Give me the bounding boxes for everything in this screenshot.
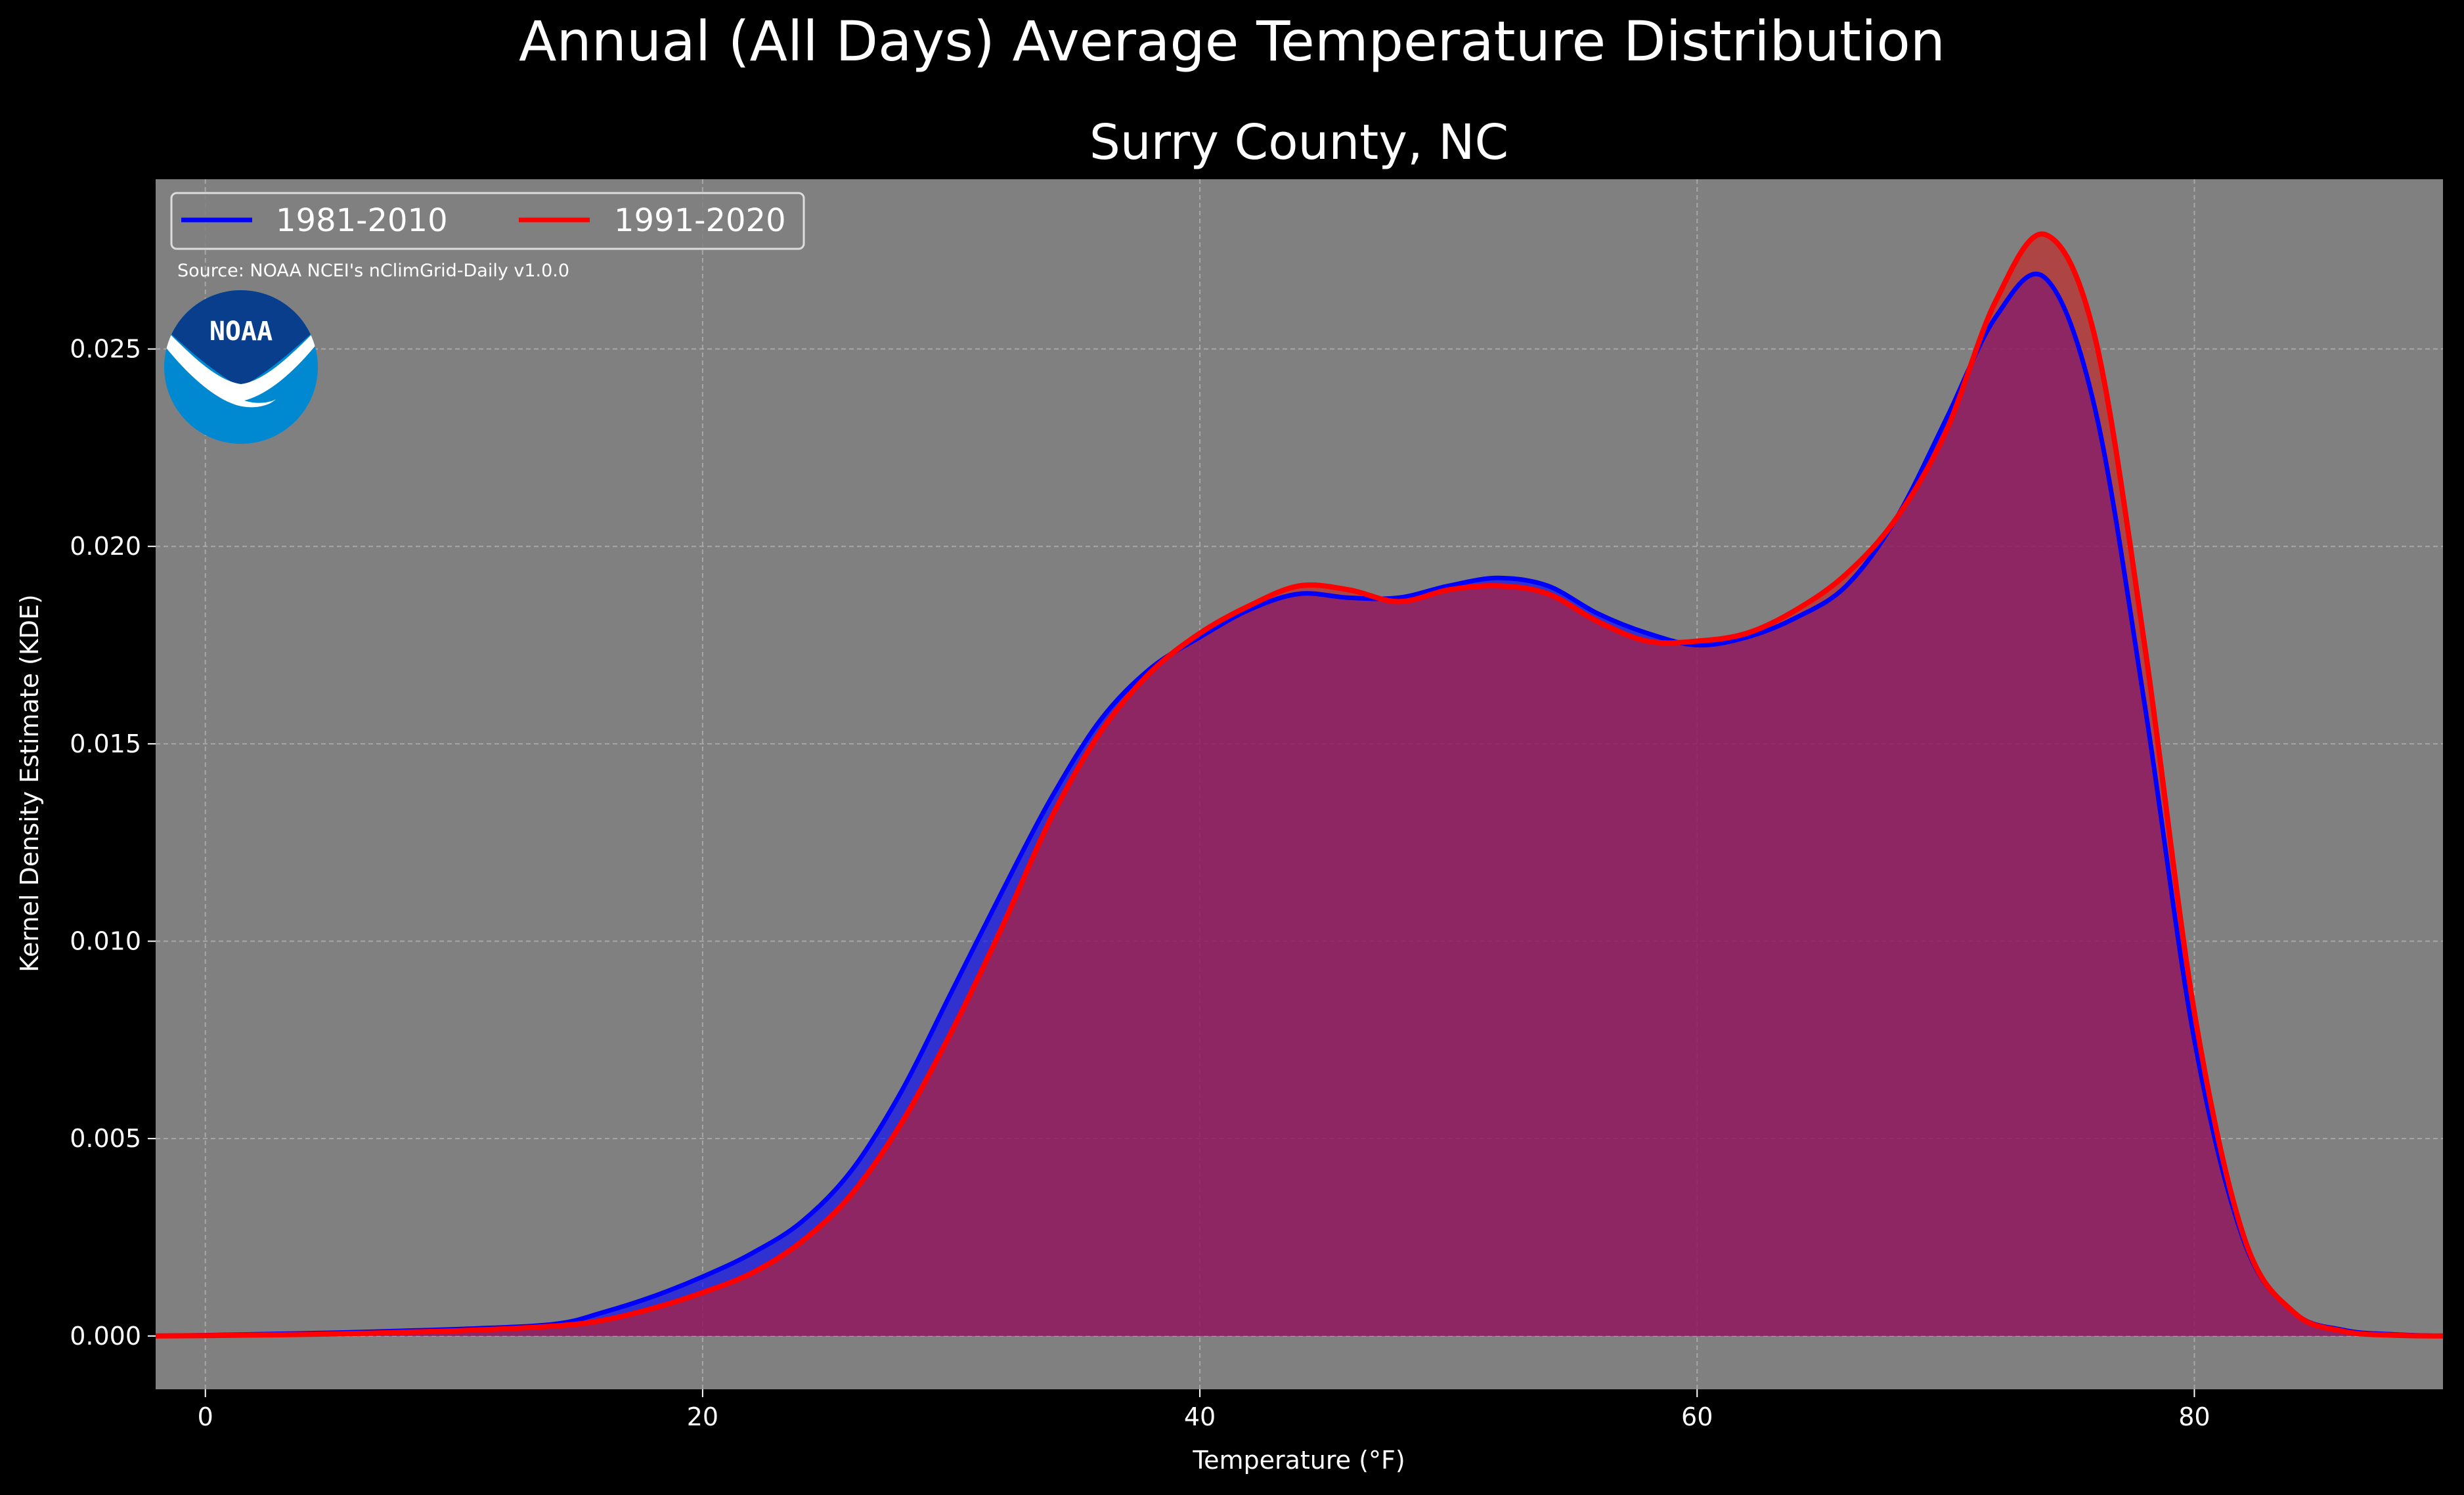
- noaa-logo-text: NOAA: [209, 316, 273, 347]
- x-tick-label: 20: [687, 1402, 718, 1431]
- noaa-seagull-icon: [164, 328, 318, 408]
- series-line-1981-2010: [155, 271, 2444, 1339]
- legend: 1981-2010 1991-2020: [170, 192, 805, 250]
- y-axis-label: Kernel Density Estimate (KDE): [15, 594, 44, 972]
- x-axis: 0 20 40 60 80: [198, 1389, 2211, 1431]
- plot-area: [155, 179, 2444, 1389]
- y-tick-label: 0.005: [70, 1124, 141, 1153]
- x-axis-label: Temperature (°F): [1192, 1446, 1405, 1475]
- noaa-logo-upper-field: [164, 290, 318, 387]
- x-tick-label: 80: [2178, 1402, 2210, 1431]
- source-note: Source: NOAA NCEI's nClimGrid-Daily v1.0…: [177, 261, 569, 281]
- chart-title: Surry County, NC: [1089, 114, 1508, 171]
- y-axis: 0.000 0.005 0.010 0.015 0.020 0.025: [70, 335, 156, 1351]
- y-tick-label: 0.010: [70, 927, 141, 956]
- x-tick-label: 60: [1681, 1402, 1713, 1431]
- series-fill-layer: [156, 234, 2443, 1336]
- x-tick-label: 40: [1184, 1402, 1216, 1431]
- legend-label-1991-2020: 1991-2020: [614, 202, 786, 239]
- noaa-logo: NOAA: [164, 290, 318, 444]
- figure-suptitle: Annual (All Days) Average Temperature Di…: [519, 9, 1945, 74]
- y-tick-label: 0.015: [70, 729, 141, 758]
- legend-label-1981-2010: 1981-2010: [276, 202, 448, 239]
- y-tick-label: 0.020: [70, 532, 141, 561]
- y-tick-label: 0.025: [70, 335, 141, 364]
- legend-frame: [170, 192, 805, 250]
- y-tick-label: 0.000: [70, 1322, 141, 1351]
- x-tick-label: 0: [198, 1402, 213, 1431]
- series-line-1991-2020: [155, 231, 2444, 1339]
- series-line-layer: [155, 231, 2444, 1339]
- series-area-1991-2020: [156, 234, 2443, 1336]
